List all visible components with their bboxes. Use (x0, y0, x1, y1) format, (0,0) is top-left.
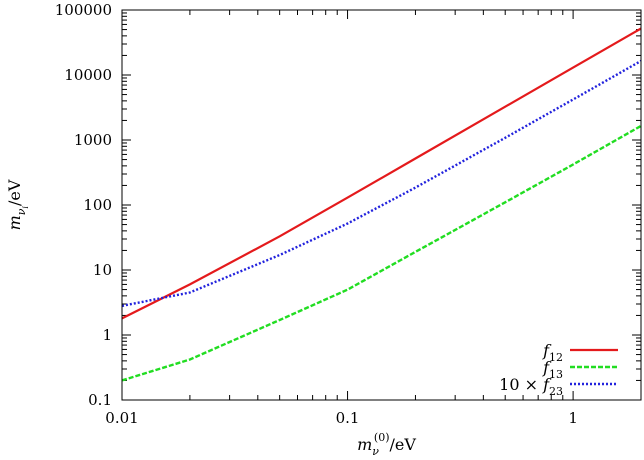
series-line-10-f23 (121, 59, 642, 308)
x-tick-label: 1 (568, 409, 578, 427)
x-axis-label-sub: ν (372, 445, 379, 458)
y-tick-label: 10000 (64, 66, 112, 84)
legend-label: f12 (542, 341, 563, 364)
y-tick-label: 10 (93, 261, 112, 279)
legend-label-base: f (542, 358, 552, 377)
legend-label-sub: 12 (549, 351, 563, 364)
legend-label: f13 (542, 358, 563, 381)
x-axis-label-sup: (0) (374, 431, 390, 444)
y-axis-label-sub: ν (15, 208, 28, 215)
x-tick-label: 0.01 (105, 409, 138, 427)
series-line-f12 (121, 27, 642, 320)
y-tick-label: 1 (102, 326, 112, 344)
y-tick-label: 100 (83, 196, 112, 214)
x-axis-label: mν(0)/eV (357, 431, 416, 458)
y-tick-label: 0.1 (88, 391, 112, 409)
series-lines (121, 27, 642, 382)
x-axis-label-base: m (357, 435, 372, 454)
plot-frame (121, 9, 642, 401)
x-tick-label: 0.1 (336, 409, 360, 427)
legend-label-sub: 13 (549, 368, 563, 381)
series-line-f13 (121, 124, 642, 382)
y-axis-label-unit: /eV (5, 179, 24, 206)
y-tick-label: 100000 (55, 1, 112, 19)
legend-label-base: f (542, 375, 552, 394)
y-tick-label: 1000 (74, 131, 112, 149)
y-axis-label: mνi/eV (5, 179, 30, 230)
x-axis-label-unit: /eV (390, 435, 417, 454)
legend-label-base: f (542, 341, 552, 360)
legend-label: 10 × f23 (499, 375, 563, 398)
legend-label-prefix: 10 × (499, 375, 543, 394)
axis-ticks (121, 9, 642, 401)
y-axis-label-subsub: i (21, 206, 30, 209)
legend-label-sub: 23 (549, 385, 563, 398)
y-axis-label-base: m (5, 215, 24, 230)
